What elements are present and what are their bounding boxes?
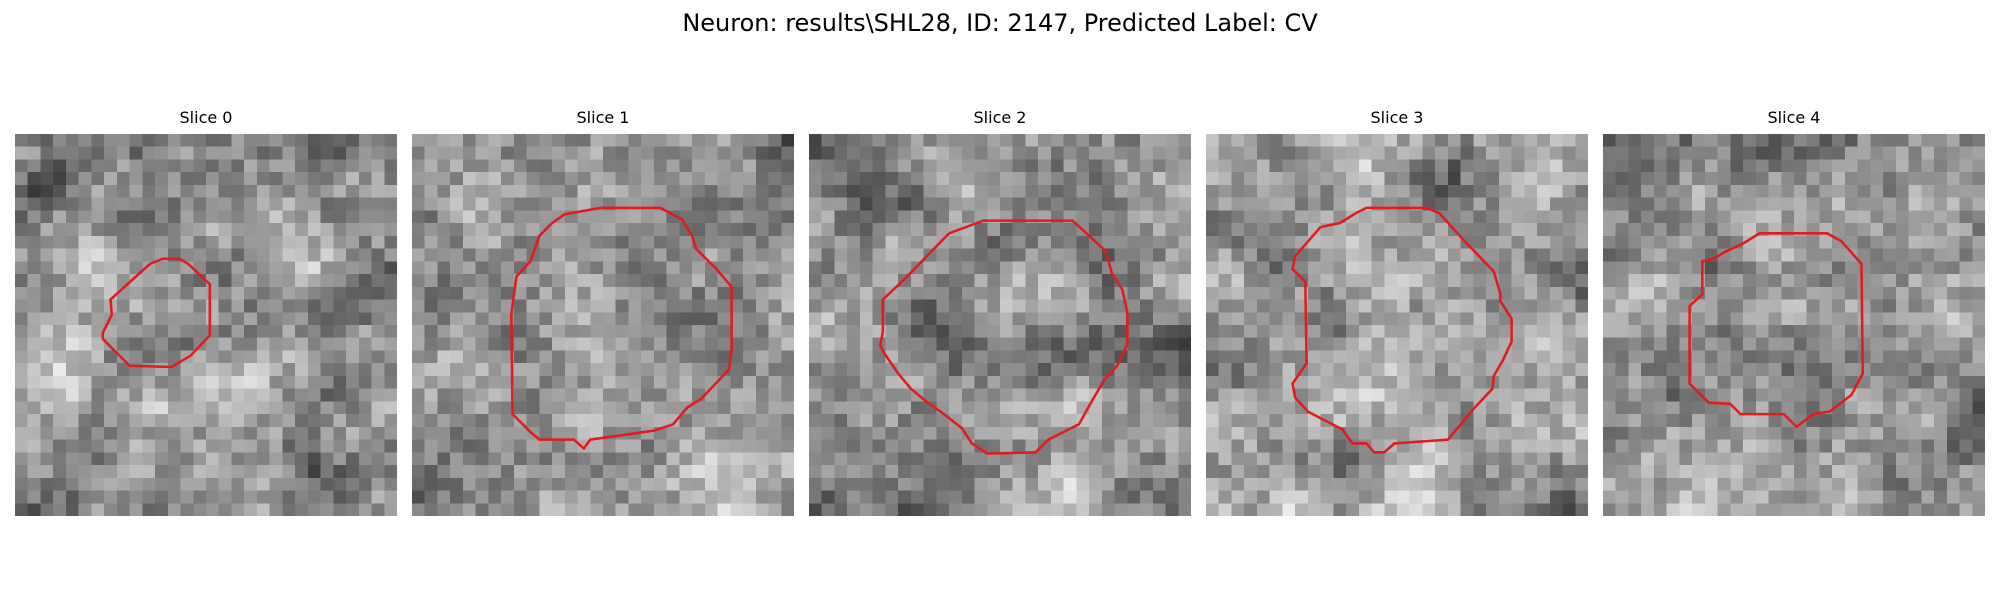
roi-contour	[1291, 206, 1513, 454]
pixel-grid	[1603, 134, 1985, 516]
slice-title: Slice 2	[973, 108, 1027, 127]
roi-contour	[1688, 232, 1865, 429]
figure-title: Neuron: results\SHL28, ID: 2147, Predict…	[682, 9, 1318, 37]
pixel-grid	[412, 134, 794, 516]
slice-title: Slice 0	[179, 108, 233, 127]
slice-panel-2: Slice 2	[809, 108, 1191, 516]
slice-panel-1: Slice 1	[412, 108, 794, 516]
pixel-grid	[1206, 134, 1588, 516]
slice-image	[412, 134, 794, 516]
roi-contour	[878, 219, 1129, 455]
slice-image	[15, 134, 397, 516]
roi-contour	[101, 257, 212, 369]
slice-title: Slice 1	[576, 108, 630, 127]
slice-panel-0: Slice 0	[15, 108, 397, 516]
slice-panel-4: Slice 4	[1603, 108, 1985, 516]
slice-title: Slice 3	[1370, 108, 1424, 127]
pixel-grid	[15, 134, 397, 516]
slice-image	[809, 134, 1191, 516]
roi-contour	[510, 206, 733, 451]
pixel-grid	[809, 134, 1191, 516]
slice-title: Slice 4	[1767, 108, 1821, 127]
slice-panel-3: Slice 3	[1206, 108, 1588, 516]
slice-image	[1603, 134, 1985, 516]
slice-image	[1206, 134, 1588, 516]
